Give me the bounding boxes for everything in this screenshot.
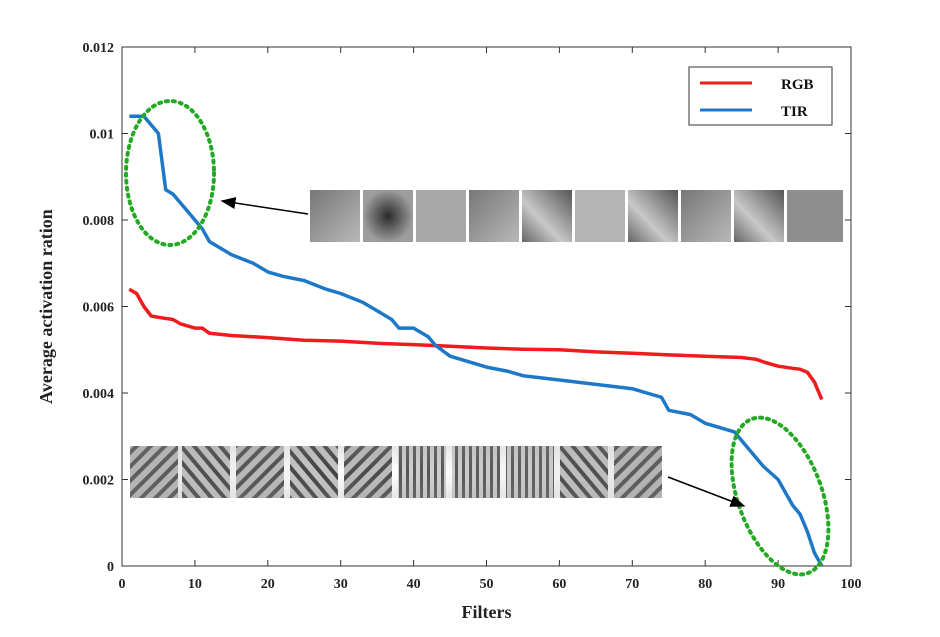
x-axis-title: Filters — [462, 602, 512, 622]
legend: RGB TIR — [688, 66, 833, 126]
x-tick-label: 50 — [480, 577, 494, 592]
filter-thumbnail — [416, 190, 466, 242]
highlight-ellipse-top — [124, 99, 216, 247]
series-group — [128, 114, 824, 567]
legend-label-rgb: RGB — [781, 77, 814, 93]
x-tick-label: 90 — [771, 577, 785, 592]
filter-thumbnail — [469, 190, 519, 242]
series-line-tir — [129, 114, 824, 567]
y-tick-label: 0.008 — [83, 214, 115, 229]
rgb-filter-thumbnails — [130, 446, 662, 498]
x-tick-label: 60 — [552, 577, 566, 592]
x-tick-label: 10 — [188, 577, 202, 592]
filter-thumbnail — [734, 190, 784, 242]
x-tick-label: 0 — [119, 577, 126, 592]
arrow-to-top-ellipse — [220, 197, 309, 215]
series-line-rgb — [128, 287, 824, 401]
filter-thumbnail — [787, 190, 843, 242]
legend-box — [688, 66, 833, 126]
y-tick-label: 0.002 — [83, 474, 115, 489]
x-tick-label: 70 — [625, 577, 639, 592]
y-tick-label: 0.01 — [90, 128, 115, 143]
x-tick-label: 100 — [841, 577, 862, 592]
y-tick-label: 0.004 — [83, 387, 115, 402]
x-tick-label: 20 — [261, 577, 275, 592]
arrow-to-bottom-ellipse — [667, 476, 746, 507]
highlight-ellipse-bottom — [729, 415, 831, 577]
y-tick-label: 0.012 — [83, 41, 115, 56]
filter-thumbnail — [363, 190, 413, 242]
y-axis: 0 0.002 0.004 0.006 0.008 0.01 0.012 — [83, 41, 851, 575]
filter-thumbnail — [681, 190, 731, 242]
tir-filter-thumbnails — [310, 190, 843, 242]
y-axis-title: Average activation ration — [36, 209, 56, 404]
y-tick-label: 0 — [107, 560, 114, 575]
x-axis: 0 10 20 30 40 50 60 70 80 90 100 — [119, 47, 862, 592]
legend-label-tir: TIR — [781, 104, 808, 120]
filter-thumbnail — [310, 190, 360, 242]
y-tick-label: 0.006 — [83, 301, 115, 316]
x-tick-label: 80 — [698, 577, 712, 592]
filter-thumbnail — [575, 190, 625, 242]
x-tick-label: 30 — [334, 577, 348, 592]
x-tick-label: 40 — [407, 577, 421, 592]
filter-thumbnail — [522, 190, 572, 242]
filter-thumbnail — [628, 190, 678, 242]
